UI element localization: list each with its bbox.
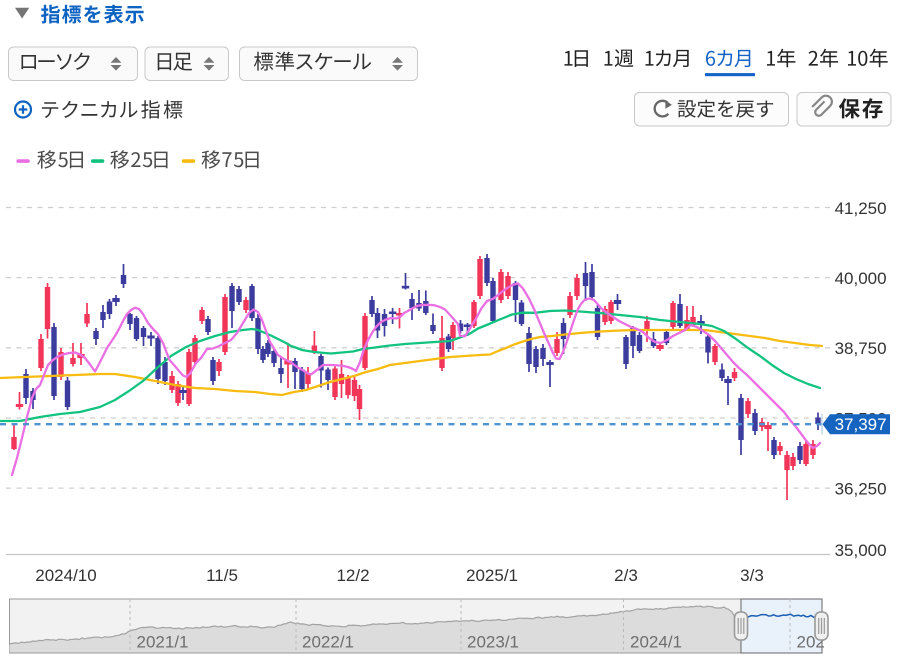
- svg-text:40,000: 40,000: [835, 269, 887, 288]
- svg-text:11/5: 11/5: [206, 566, 238, 585]
- svg-text:2024/1: 2024/1: [630, 633, 682, 652]
- svg-text:35,000: 35,000: [835, 541, 887, 560]
- svg-text:2/3: 2/3: [614, 566, 638, 585]
- svg-text:2022/1: 2022/1: [302, 633, 354, 652]
- svg-text:3/3: 3/3: [740, 566, 764, 585]
- svg-text:2021/1: 2021/1: [137, 633, 189, 652]
- svg-text:38,750: 38,750: [835, 339, 887, 358]
- svg-text:2025/1: 2025/1: [466, 566, 518, 585]
- svg-text:2023/1: 2023/1: [467, 633, 519, 652]
- svg-text:12/2: 12/2: [336, 566, 369, 585]
- svg-text:37,397: 37,397: [835, 415, 887, 434]
- svg-text:41,250: 41,250: [835, 199, 887, 218]
- svg-text:2024/10: 2024/10: [35, 566, 96, 585]
- svg-text:36,250: 36,250: [835, 479, 887, 498]
